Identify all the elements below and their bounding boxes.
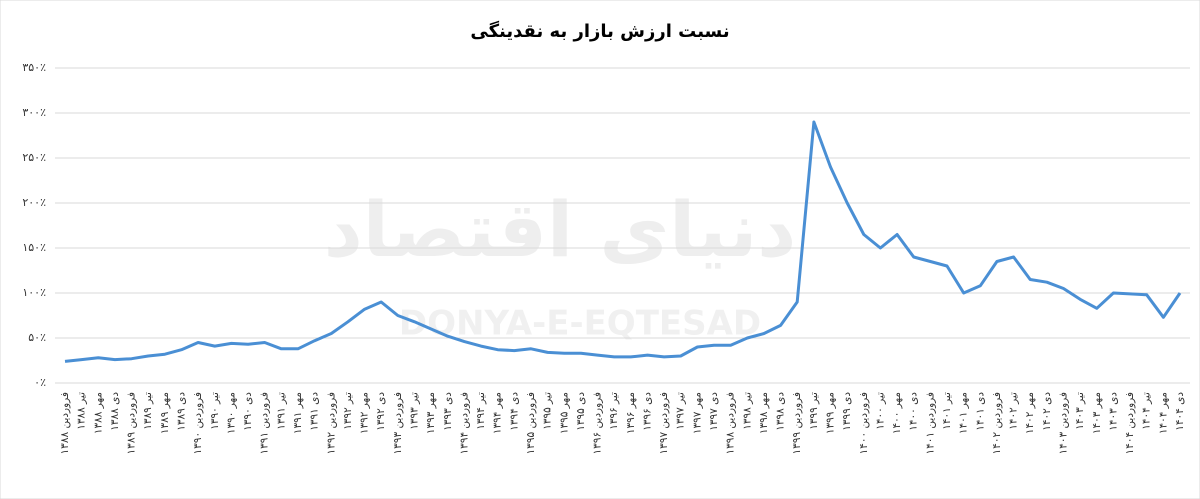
x-tick-label: فروردین ۱۴۰۲ [991, 392, 1003, 454]
x-tick-label: تیر ۱۳۸۹ [142, 392, 154, 430]
x-tick-label: تیر ۱۳۸۸ [76, 392, 88, 430]
x-tick-label: فروردین ۱۳۹۳ [392, 392, 404, 454]
x-tick-label: مهر ۱۳۹۰ [225, 392, 237, 434]
x-tick-label: فروردین ۱۳۸۹ [126, 392, 138, 454]
x-tick-label: فروردین ۱۴۰۳ [1058, 392, 1070, 454]
x-tick-label: تیر ۱۳۹۵ [542, 392, 554, 430]
x-tick-label: دی ۱۳۹۰ [242, 392, 254, 431]
x-tick-label: دی ۱۳۹۶ [641, 392, 653, 431]
x-tick-label: مهر ۱۳۸۹ [159, 392, 171, 434]
x-tick-label: تیر ۱۳۹۹ [808, 392, 820, 430]
chart-title: نسبت ارزش بازار به نقدینگی [470, 20, 729, 42]
x-tick-label: فروردین ۱۳۹۵ [525, 392, 537, 454]
x-tick-label: فروردین ۱۴۰۰ [858, 392, 870, 454]
x-tick-label: تیر ۱۳۹۲ [342, 392, 354, 430]
x-tick-label: فروردین ۱۳۹۸ [725, 392, 737, 454]
x-tick-label: فروردین ۱۴۰۱ [924, 392, 936, 454]
x-tick-label: مهر ۱۴۰۳ [1091, 392, 1103, 434]
x-tick-label: دی ۱۴۰۳ [1107, 392, 1119, 431]
x-tick-label: فروردین ۱۳۹۶ [592, 392, 604, 454]
x-tick-label: مهر ۱۳۸۸ [92, 392, 104, 434]
x-tick-label: مهر ۱۴۰۴ [1157, 392, 1169, 434]
x-tick-label: تیر ۱۳۹۴ [475, 392, 487, 430]
x-tick-label: مهر ۱۳۹۹ [825, 392, 837, 434]
x-tick-label: فروردین ۱۳۹۲ [325, 392, 337, 454]
x-tick-label: دی ۱۴۰۴ [1174, 392, 1186, 431]
x-tick-label: دی ۱۴۰۲ [1041, 392, 1053, 431]
x-tick-label: دی ۱۴۰۱ [974, 392, 986, 431]
x-tick-label: مهر ۱۳۹۴ [492, 392, 504, 434]
x-tick-label: تیر ۱۳۹۰ [209, 392, 221, 430]
x-tick-label: مهر ۱۴۰۲ [1024, 392, 1036, 434]
x-tick-label: تیر ۱۳۹۳ [408, 392, 420, 430]
x-tick-label: دی ۱۳۸۸ [109, 392, 121, 431]
data-line [64, 120, 1182, 363]
x-tick-label: تیر ۱۳۹۱ [275, 392, 287, 430]
x-tick-label: مهر ۱۳۹۶ [625, 392, 637, 434]
x-tick-label: تیر ۱۴۰۱ [941, 392, 953, 430]
x-tick-label: دی ۱۳۹۵ [575, 392, 587, 431]
y-tick-label: ۱۵۰٪ [22, 241, 46, 254]
x-tick-label: دی ۱۳۹۱ [309, 392, 321, 431]
x-tick-label: دی ۱۳۹۹ [841, 392, 853, 431]
y-tick-label: ۵۰٪ [28, 331, 46, 344]
x-tick-label: مهر ۱۳۹۸ [758, 392, 770, 434]
y-tick-label: ۲۰۰٪ [22, 196, 46, 209]
x-tick-label: مهر ۱۳۹۱ [292, 392, 304, 434]
y-tick-label: ۱۰۰٪ [22, 286, 46, 299]
y-tick-label: ۳۵۰٪ [22, 61, 46, 74]
x-tick-label: دی ۱۴۰۰ [908, 392, 920, 431]
x-tick-label: مهر ۱۴۰۰ [891, 392, 903, 434]
x-tick-label: تیر ۱۴۰۰ [874, 392, 886, 430]
x-tick-label: فروردین ۱۳۹۷ [658, 392, 670, 454]
x-tick-label: فروردین ۱۳۹۹ [791, 392, 803, 454]
x-tick-label: دی ۱۳۹۷ [708, 392, 720, 431]
x-tick-label: مهر ۱۳۹۲ [359, 392, 371, 434]
watermark: دنیای اقتصاد [324, 185, 796, 274]
y-tick-label: ۳۰۰٪ [22, 106, 46, 119]
y-tick-label: ۲۵۰٪ [22, 151, 46, 164]
x-tick-label: تیر ۱۳۹۷ [675, 392, 687, 430]
x-tick-label: فروردین ۱۳۹۰ [192, 392, 204, 454]
x-tick-label: فروردین ۱۳۹۴ [458, 392, 470, 454]
x-tick-label: تیر ۱۴۰۴ [1141, 392, 1153, 430]
x-tick-label: فروردین ۱۳۸۸ [59, 392, 71, 454]
x-tick-label: مهر ۱۳۹۵ [558, 392, 570, 434]
x-tick-label: مهر ۱۳۹۳ [425, 392, 437, 434]
x-tick-label: فروردین ۱۳۹۱ [259, 392, 271, 454]
x-tick-label: مهر ۱۴۰۱ [958, 392, 970, 434]
x-tick-label: فروردین ۱۴۰۴ [1124, 392, 1136, 454]
y-tick-label: ۰٪ [34, 376, 46, 389]
watermark-latin: DONYA-E-EQTESAD [399, 304, 761, 344]
x-tick-label: تیر ۱۳۹۸ [741, 392, 753, 430]
x-tick-label: دی ۱۳۹۴ [508, 392, 520, 431]
x-tick-label: دی ۱۳۹۸ [775, 392, 787, 431]
x-tick-label: تیر ۱۴۰۲ [1008, 392, 1020, 430]
x-tick-label: دی ۱۳۸۹ [175, 392, 187, 431]
x-tick-label: تیر ۱۳۹۶ [608, 392, 620, 430]
x-tick-label: دی ۱۳۹۳ [442, 392, 454, 431]
x-tick-label: دی ۱۳۹۲ [375, 392, 387, 431]
x-tick-label: تیر ۱۴۰۳ [1074, 392, 1086, 430]
x-tick-label: مهر ۱۳۹۷ [691, 392, 703, 434]
